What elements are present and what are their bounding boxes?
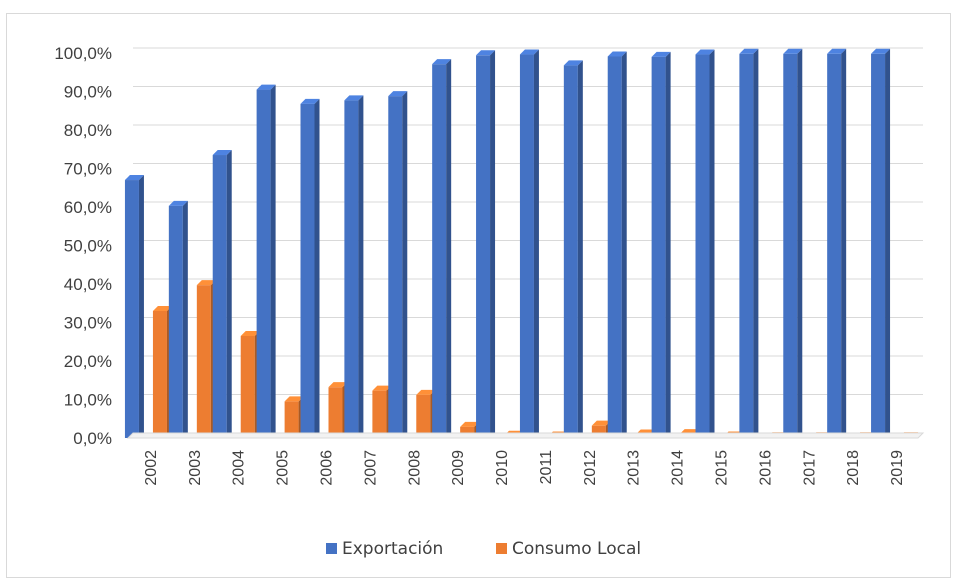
y-tick-label: 20,0% xyxy=(64,352,112,371)
x-axis xyxy=(126,432,925,439)
x-tick-label: 2007 xyxy=(362,450,379,486)
x-tick-label: 2008 xyxy=(406,450,423,486)
legend-item-consumo-local: Consumo Local xyxy=(496,539,641,559)
bar-exportacion-2006 xyxy=(300,98,320,438)
x-tick-label: 2016 xyxy=(757,450,774,486)
bar-exportacion-2009 xyxy=(432,59,452,438)
bar-exportacion-2014 xyxy=(651,51,671,438)
y-tick-label: 80,0% xyxy=(64,121,112,140)
bar-exportacion-2019 xyxy=(871,48,891,439)
y-tick-label: 70,0% xyxy=(64,160,112,179)
x-tick-label: 2010 xyxy=(494,450,511,486)
legend-swatch xyxy=(326,543,337,554)
y-tick-label: 40,0% xyxy=(64,275,112,294)
legend-swatch xyxy=(496,543,507,554)
bar-exportacion-2017 xyxy=(783,48,803,439)
bar-exportacion-2010 xyxy=(476,50,496,439)
x-tick-label: 2002 xyxy=(143,450,160,486)
bar-exportacion-2018 xyxy=(827,48,847,439)
bar-exportacion-2008 xyxy=(388,91,408,439)
bar-exportacion-2005 xyxy=(256,84,276,438)
x-tick-label: 2004 xyxy=(231,450,248,486)
y-axis-ticks: 0,0% 10,0% 20,0% 30,0% 40,0% 50,0% 60,0% 70,0% 8… xyxy=(54,44,112,448)
legend-label: Exportación xyxy=(342,539,443,559)
legend-item-exportacion: Exportación xyxy=(326,539,443,559)
y-tick-label: 100,0% xyxy=(54,44,112,63)
x-tick-label: 2012 xyxy=(582,450,599,486)
bar-exportacion-2004 xyxy=(212,150,232,438)
y-tick-label: 90,0% xyxy=(64,83,112,102)
bar-exportacion-2015 xyxy=(695,49,715,438)
x-tick-label: 2018 xyxy=(845,450,862,486)
x-tick-label: 2013 xyxy=(626,450,643,486)
bar-exportacion-2013 xyxy=(607,51,627,439)
bar-exportacion-2003 xyxy=(168,200,188,438)
x-tick-label: 2015 xyxy=(714,450,731,486)
bar-exportacion-2002 xyxy=(124,175,144,439)
x-axis-labels: 2002 2003 2004 2005 2006 2007 2008 2009 2010 2011… xyxy=(143,450,906,486)
x-tick-label: 2009 xyxy=(450,450,467,486)
x-tick-label: 2019 xyxy=(889,450,906,486)
legend: Exportación Consumo Local xyxy=(326,539,641,559)
x-tick-label: 2014 xyxy=(670,450,687,486)
x-tick-label: 2005 xyxy=(275,450,292,486)
y-tick-label: 60,0% xyxy=(64,198,112,217)
x-axis-floor xyxy=(126,432,925,439)
bar-exportacion-2007 xyxy=(344,95,364,438)
legend-label: Consumo Local xyxy=(512,539,641,559)
y-tick-label: 30,0% xyxy=(64,314,112,333)
y-tick-label: 50,0% xyxy=(64,237,112,256)
bar-exportacion-2012 xyxy=(563,60,583,438)
x-tick-label: 2003 xyxy=(187,450,204,486)
y-tick-label: 0,0% xyxy=(73,429,112,448)
bar-exportacion-2011 xyxy=(519,49,539,438)
x-tick-label: 2017 xyxy=(801,450,818,486)
bar-exportacion-2016 xyxy=(739,48,759,439)
x-tick-label: 2006 xyxy=(319,450,336,486)
y-tick-label: 10,0% xyxy=(64,391,112,410)
x-tick-label: 2011 xyxy=(538,450,555,485)
bars-group xyxy=(124,48,919,439)
